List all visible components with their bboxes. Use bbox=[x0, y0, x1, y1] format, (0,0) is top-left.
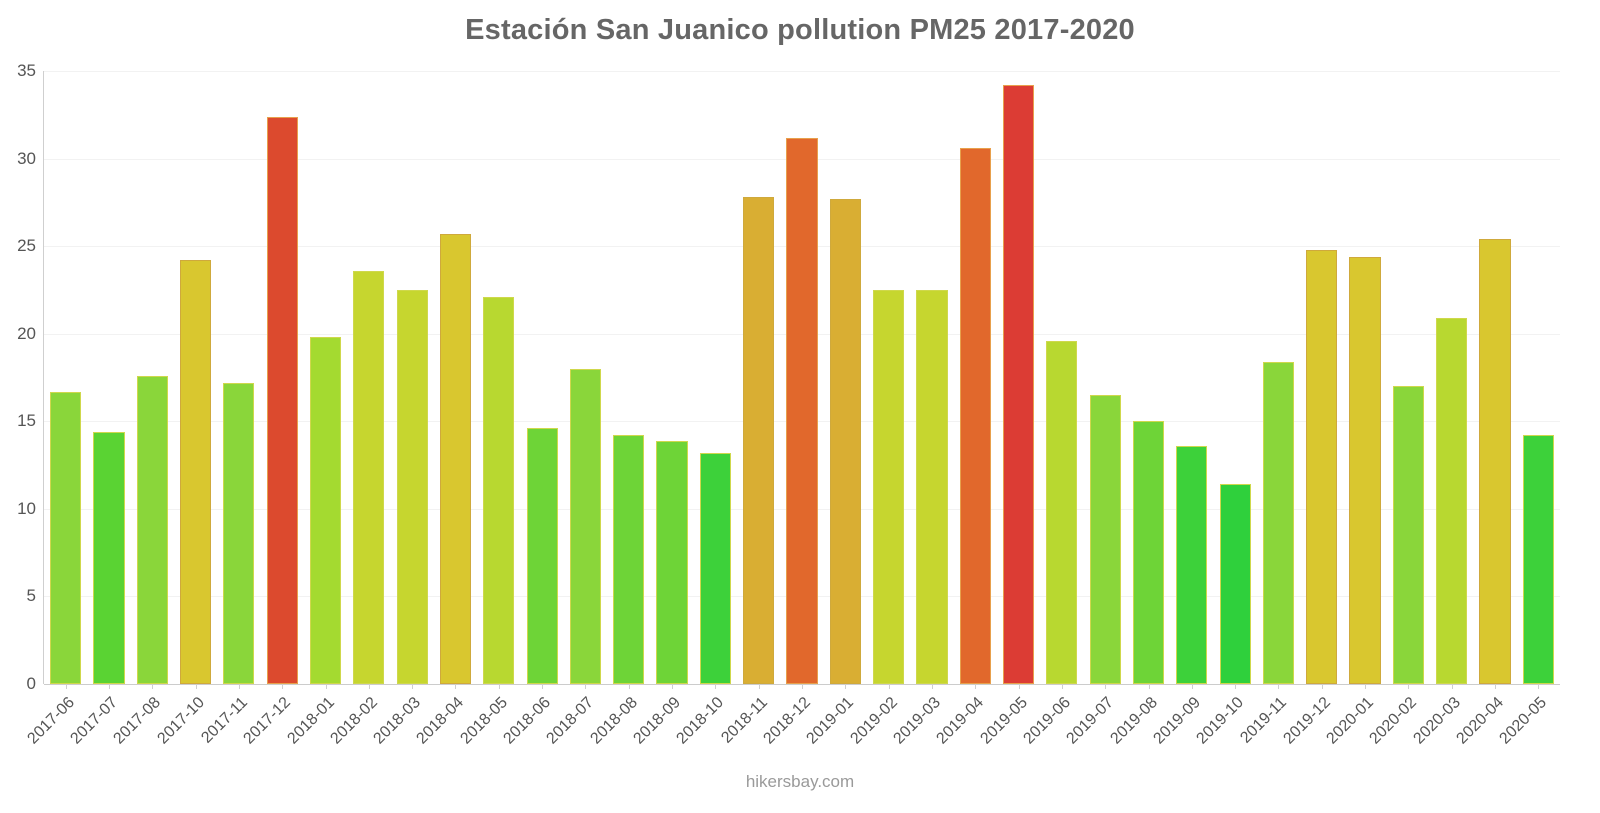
x-axis-tick bbox=[845, 684, 847, 689]
bar[interactable] bbox=[613, 435, 645, 684]
x-axis-tick bbox=[888, 684, 890, 689]
x-axis-tick bbox=[325, 684, 327, 689]
x-axis-tick bbox=[455, 684, 457, 689]
bar[interactable] bbox=[93, 431, 125, 684]
bar[interactable] bbox=[1349, 256, 1381, 684]
bar[interactable] bbox=[743, 197, 775, 684]
bar[interactable] bbox=[916, 289, 948, 684]
x-axis-tick bbox=[1365, 684, 1367, 689]
bar[interactable] bbox=[569, 368, 601, 684]
x-axis-tick bbox=[368, 684, 370, 689]
x-axis-tick bbox=[1191, 684, 1193, 689]
x-axis-tick bbox=[238, 684, 240, 689]
x-axis-tick bbox=[585, 684, 587, 689]
y-axis-line bbox=[43, 71, 44, 684]
bar[interactable] bbox=[439, 233, 472, 684]
bar[interactable] bbox=[1176, 445, 1208, 684]
x-axis-tick bbox=[498, 684, 500, 689]
bar[interactable] bbox=[50, 391, 82, 684]
bar[interactable] bbox=[483, 296, 515, 684]
bar[interactable] bbox=[1132, 421, 1165, 684]
y-axis-tick-label: 10 bbox=[17, 498, 36, 518]
bar[interactable] bbox=[309, 337, 342, 684]
x-axis-tick bbox=[195, 684, 197, 689]
bar-series bbox=[44, 71, 1560, 684]
y-axis-tick-label: 25 bbox=[17, 236, 36, 256]
x-axis-tick bbox=[1148, 684, 1150, 689]
y-axis-tick-label: 35 bbox=[17, 61, 36, 80]
bar[interactable] bbox=[396, 289, 428, 684]
bar[interactable] bbox=[1436, 317, 1468, 684]
x-axis-tick bbox=[672, 684, 674, 689]
x-axis-tick bbox=[802, 684, 803, 689]
x-axis-tick-labels: 2017-06 2017-07 2017-08 2017-10 2017-11 2017-… bbox=[24, 684, 1560, 794]
bar[interactable] bbox=[786, 137, 818, 684]
bar[interactable] bbox=[1306, 249, 1338, 684]
bar[interactable] bbox=[223, 382, 255, 684]
x-axis-tick bbox=[1105, 684, 1107, 689]
x-axis-tick bbox=[152, 684, 154, 689]
bar[interactable] bbox=[1262, 361, 1295, 684]
x-axis-tick bbox=[758, 684, 760, 689]
x-axis-tick bbox=[628, 684, 630, 689]
bar[interactable] bbox=[829, 198, 861, 684]
bar[interactable] bbox=[353, 270, 385, 684]
x-axis-tick bbox=[1018, 684, 1020, 689]
y-axis-tick-label: 0 bbox=[26, 674, 36, 693]
bar[interactable] bbox=[959, 148, 991, 684]
x-axis-tick bbox=[1061, 684, 1063, 689]
x-axis-tick bbox=[1495, 684, 1497, 689]
x-axis-tick bbox=[1235, 684, 1237, 689]
x-axis-tick bbox=[65, 684, 67, 689]
x-axis-tick bbox=[282, 684, 284, 689]
x-axis-tick bbox=[931, 684, 933, 689]
x-axis-tick bbox=[1538, 684, 1540, 689]
bar[interactable] bbox=[656, 440, 688, 684]
bar[interactable] bbox=[1479, 239, 1511, 684]
x-axis-tick bbox=[1321, 684, 1323, 689]
bar[interactable] bbox=[1046, 340, 1078, 684]
x-axis-tick bbox=[1278, 684, 1280, 689]
bar[interactable] bbox=[1219, 484, 1251, 684]
bar[interactable] bbox=[1522, 435, 1554, 684]
bar[interactable] bbox=[699, 452, 731, 684]
bar[interactable] bbox=[526, 428, 558, 684]
x-axis-tick bbox=[1408, 684, 1410, 689]
chart-title: Estación San Juanico pollution PM25 2017… bbox=[465, 14, 1135, 46]
bar[interactable] bbox=[1002, 85, 1035, 684]
bar[interactable] bbox=[1392, 386, 1424, 684]
bar[interactable] bbox=[266, 116, 298, 684]
y-axis-tick-label: 20 bbox=[17, 323, 36, 343]
bar[interactable] bbox=[136, 375, 168, 684]
footer-credit: hikersbay.com bbox=[745, 772, 855, 791]
y-axis-tick-label: 15 bbox=[17, 411, 36, 431]
y-axis-tick-label: 30 bbox=[17, 148, 36, 168]
y-axis-tick-label: 5 bbox=[26, 586, 36, 606]
x-axis-tick bbox=[108, 684, 110, 689]
x-axis-tick bbox=[1451, 684, 1453, 689]
gridline bbox=[44, 71, 1560, 72]
x-axis-tick bbox=[975, 684, 977, 689]
x-axis-tick bbox=[715, 684, 717, 689]
bar[interactable] bbox=[180, 260, 212, 684]
bar[interactable] bbox=[1089, 395, 1121, 684]
bar[interactable] bbox=[873, 289, 905, 684]
x-axis-tick bbox=[412, 684, 414, 689]
x-axis-tick bbox=[542, 684, 544, 689]
y-axis-tick-labels: 0 5 10 15 20 25 30 35 bbox=[0, 61, 36, 693]
